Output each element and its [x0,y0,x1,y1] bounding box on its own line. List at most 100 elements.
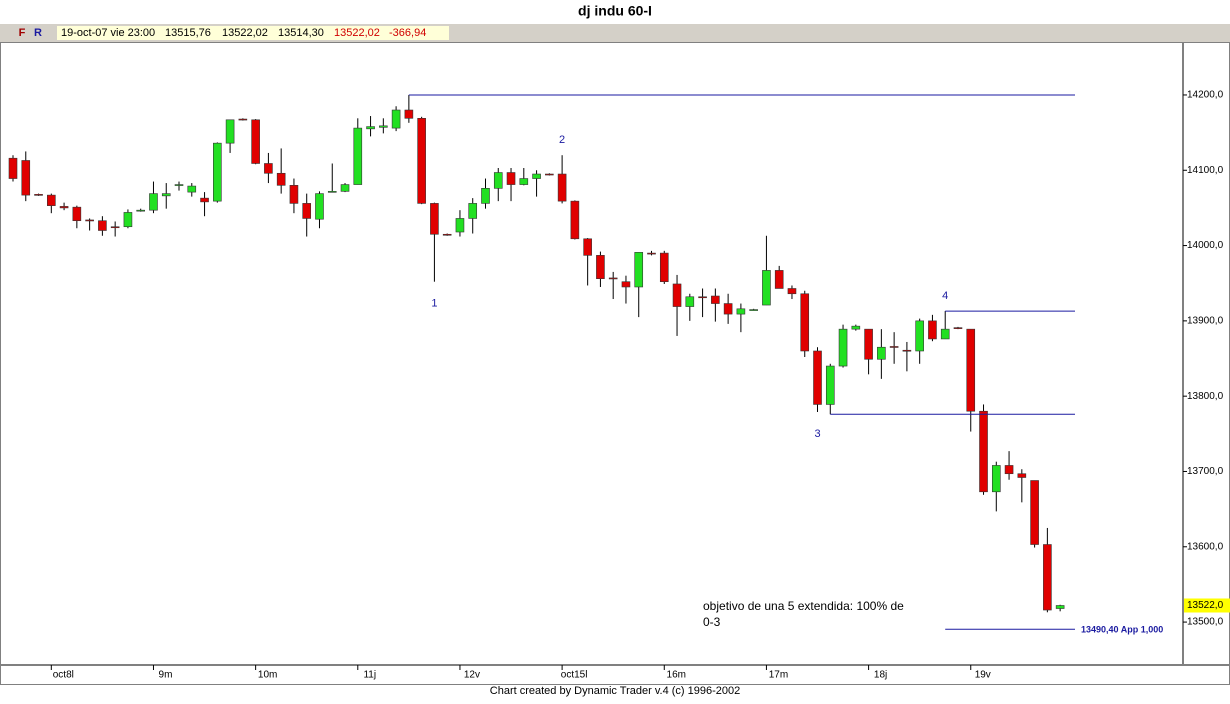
candle-body [391,109,401,129]
candle-body [736,308,746,315]
y-tick-label: 14100,0 [1187,165,1224,176]
candle-body [1055,605,1065,609]
candle-body [1004,465,1014,475]
candle-body [315,193,324,220]
candle-body [787,288,797,295]
candle-body [851,325,861,330]
toolbar-button[interactable]: R [34,27,42,39]
candle-body [800,293,810,352]
candle-body [340,184,350,192]
candle-body [8,157,18,179]
candle-body [251,119,260,164]
candle-body [379,125,388,128]
candle-body [519,178,529,185]
wave-label: 2 [559,134,565,146]
candle-body [685,296,695,307]
candle-body [838,328,848,367]
wave-label: 1 [431,298,437,310]
candle-body [979,410,988,493]
candle-body [430,203,439,235]
candle-body [468,203,478,219]
info-low: 13514,30 [278,27,324,39]
candle-body [21,160,31,196]
candle-body [353,127,363,185]
level-label: 13490,40 App 1,000 [1081,625,1163,635]
candle-body [672,283,682,307]
last-price-label: 13522,0 [1187,600,1224,611]
y-axis-panel [1183,42,1230,665]
x-tick-label: 10m [258,670,277,681]
annotation: 0-3 [703,615,721,629]
candle-body [225,119,235,144]
candle-body [902,349,912,352]
candle-body [136,209,145,212]
x-axis-panel [0,665,1230,685]
y-tick-label: 13900,0 [1187,316,1224,327]
candle-body [1043,544,1052,611]
info-high: 13522,02 [222,27,268,39]
candle-body [825,365,835,405]
chart-title: dj indu 60-I [578,3,652,19]
candle-body [557,173,567,202]
candle-body [110,226,120,229]
footer: Chart created by Dynamic Trader v.4 (c) … [490,685,740,697]
candle-body [915,320,924,352]
candle-body [813,350,822,405]
candle-body [506,172,516,185]
candle-body [864,328,873,360]
info-field [57,26,449,40]
candle-body [698,296,707,299]
info-change: -366,94 [389,27,426,39]
toolbar-button[interactable]: F [19,27,26,39]
candle-body [442,233,452,236]
candle-body [264,163,273,174]
x-tick-label: 11j [363,670,376,681]
info-open: 13515,76 [165,27,211,39]
candle-body [1030,480,1039,545]
candle-body [161,193,171,197]
candle-body [72,206,82,222]
candle-body [774,270,784,289]
x-tick-label: 9m [159,670,173,681]
candle-body [481,188,490,204]
x-tick-label: 18j [874,670,887,681]
x-tick-label: 12v [464,670,480,681]
candle-body [634,252,644,288]
candle-body [149,193,158,211]
candle-body [570,200,580,240]
candle-body [455,218,465,233]
candle-body [47,194,56,206]
y-tick-label: 14200,0 [1187,90,1224,101]
candle-body [417,118,426,204]
x-tick-label: 19v [975,670,991,681]
wave-label: 3 [814,428,820,440]
candle-body [532,173,541,179]
candle-body [366,126,375,130]
info-close: 13522,02 [334,27,380,39]
candle-body [1017,473,1027,478]
candle-body [289,185,299,204]
candle-body [200,197,209,203]
y-tick-label: 13600,0 [1187,541,1224,552]
candle-body [940,328,950,340]
info-date: 19-oct-07 vie 23:00 [61,27,155,39]
candle-body [711,295,720,304]
candle-body [659,252,669,283]
y-tick-label: 14000,0 [1187,240,1224,251]
plot-area [0,42,1183,665]
candle-body [647,252,656,255]
candle-body [877,346,886,360]
candle-body [621,281,631,288]
wave-label: 4 [942,290,948,302]
candle-body [276,172,286,186]
x-tick-label: 17m [769,670,788,681]
candle-body [723,303,733,315]
candle-body [953,327,963,329]
candle-body [749,309,758,311]
candle-body [404,109,414,119]
candle-body [608,277,618,280]
candle-body [174,184,184,186]
candle-body [34,194,43,196]
x-tick-label: oct15l [561,670,588,681]
